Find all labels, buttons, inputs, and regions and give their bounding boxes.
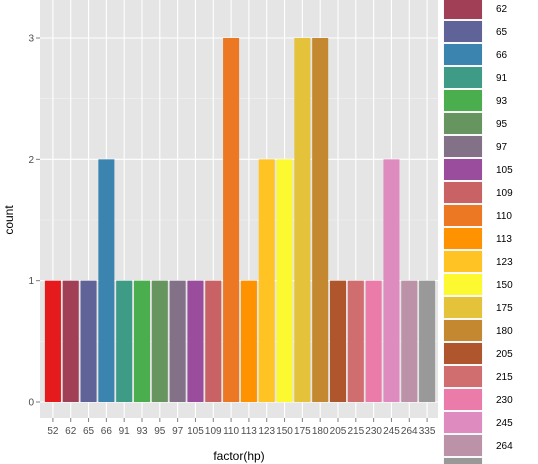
y-tick-label: 0 [28,398,34,409]
y-tick-label: 3 [28,34,34,45]
x-tick-label: 91 [119,426,131,437]
x-tick-label: 150 [276,426,293,437]
x-tick-label: 123 [258,426,275,437]
legend-swatch [444,297,482,318]
bar-109 [205,280,222,402]
bar-175 [294,38,311,402]
legend-label: 65 [496,27,508,38]
legend-swatch [444,67,482,88]
y-tick-label: 1 [28,276,34,287]
legend-label: 105 [496,165,513,176]
x-tick-label: 110 [223,426,239,437]
x-tick-label: 205 [330,426,347,437]
bar-123 [258,159,275,402]
x-tick-label: 62 [65,426,77,437]
bar-245 [383,159,400,402]
x-tick-label: 97 [172,426,184,437]
legend-swatch [444,0,482,19]
bar-205 [329,280,347,402]
legend-swatch [444,159,482,180]
legend-swatch [444,21,482,42]
bar-335 [419,280,436,402]
legend-swatch [444,113,482,134]
bar-93 [133,280,151,402]
bar-91 [116,280,133,402]
x-tick-label: 65 [83,426,95,437]
x-tick-label: 230 [365,426,382,437]
legend-label: 95 [496,119,508,130]
legend-label: 245 [496,418,513,429]
legend-label: 93 [496,96,508,107]
legend-swatch [444,90,482,111]
bar-110 [223,38,240,402]
legend-label: 175 [496,303,513,314]
bar-65 [80,280,97,402]
x-tick-label: 175 [294,426,311,437]
bar-150 [276,159,293,402]
x-tick-label: 95 [154,426,166,437]
bar-95 [151,280,168,402]
bar-52 [44,280,61,402]
x-tick-label: 109 [205,426,222,437]
legend-swatch [444,412,482,433]
legend-label: 97 [496,142,508,153]
legend-swatch [444,251,482,272]
y-tick-label: 2 [28,155,34,166]
legend-label: 230 [496,395,513,406]
legend-swatch [444,343,482,364]
x-tick-label: 105 [187,426,204,437]
x-tick-label: 335 [419,426,436,437]
legend-label: 62 [496,4,508,15]
legend-swatch [444,228,482,249]
legend-label: 205 [496,349,513,360]
bar-66 [98,159,115,402]
legend-swatch [444,182,482,203]
bar-97 [169,280,186,402]
x-tick-label: 66 [101,426,113,437]
legend-swatch [444,320,482,341]
bar-215 [347,280,364,402]
bar-105 [187,280,204,402]
y-axis: 0 1 2 3 [28,34,40,409]
legend-swatch [444,389,482,410]
legend-label: 110 [496,211,512,222]
legend-label: 66 [496,50,508,61]
legend-swatch [444,44,482,65]
bar-230 [365,280,382,402]
x-tick-label: 93 [136,426,148,437]
legend-label: 113 [496,234,512,245]
x-tick-label: 52 [47,426,59,437]
legend-swatch [444,205,482,226]
bar-113 [240,280,257,402]
legend-label: 150 [496,280,513,291]
legend-label: 180 [496,326,513,337]
legend-swatch [444,136,482,157]
bar-180 [312,38,329,402]
bar-264 [401,280,418,402]
x-tick-label: 113 [241,426,257,437]
legend-swatch [444,435,482,456]
x-axis: 52 62 65 66 91 93 95 97 105 109 110 113 123 150 175 180… [47,418,436,437]
legend: 62 65 66 91 93 95 97 105 109 110 113 123 150 175 180 20… [442,0,513,464]
x-axis-title: factor(hp) [213,449,264,463]
x-tick-label: 245 [383,426,400,437]
bars [44,38,436,402]
legend-swatch [444,458,482,464]
x-tick-label: 215 [347,426,364,437]
legend-label: 215 [496,372,513,383]
legend-label: 123 [496,257,513,268]
legend-label: 109 [496,188,513,199]
legend-label: 264 [496,441,513,452]
legend-swatch [444,366,482,387]
legend-label: 91 [496,73,508,84]
x-tick-label: 180 [312,426,329,437]
x-tick-label: 264 [401,426,418,437]
legend-swatch [444,274,482,295]
bar-62 [62,280,79,402]
y-axis-title: count [2,205,16,235]
